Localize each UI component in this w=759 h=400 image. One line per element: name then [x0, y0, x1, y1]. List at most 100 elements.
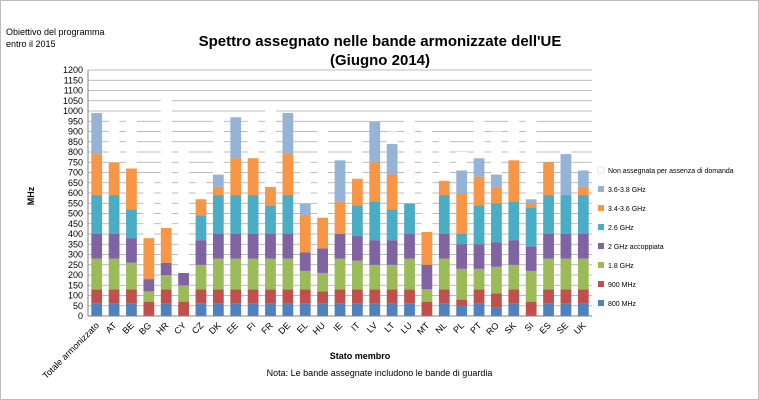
bar-segment: [473, 289, 485, 304]
bar-segment: [178, 272, 189, 286]
bar-segment: [178, 285, 189, 302]
bar-segment: [456, 305, 468, 316]
bar-segment: [282, 234, 294, 259]
legend-label: 3.6-3.8 GHz: [608, 187, 646, 194]
bar-segment: [438, 234, 450, 259]
bar-segment: [351, 289, 363, 304]
bar-segment: [577, 186, 589, 196]
bar-segment: [230, 258, 242, 290]
bar-segment: [212, 186, 224, 196]
bar-segment: [334, 158, 346, 161]
bar-segment: [126, 289, 137, 304]
y-tick-label: 1100: [64, 86, 83, 96]
bar-segment: [247, 258, 259, 290]
bar-segment: [212, 234, 224, 259]
bar-segment: [351, 135, 363, 179]
bar-segment: [525, 270, 537, 302]
bar-segment: [456, 170, 468, 193]
bar-segment: [265, 303, 276, 316]
x-tick-label: IE: [331, 320, 344, 333]
bar-segment: [317, 217, 329, 249]
x-tick-label: PL: [451, 320, 466, 335]
bar-segment: [404, 303, 415, 316]
bar-segment: [351, 303, 363, 316]
bar-segment: [212, 258, 224, 290]
bar-segment: [577, 303, 589, 316]
x-tick-label: ES: [537, 320, 553, 336]
legend-label: 2 GHz accoppiata: [608, 244, 664, 251]
bar-segment: [230, 289, 242, 304]
bar-segment: [560, 234, 572, 259]
x-tick-label: RO: [484, 320, 501, 337]
x-tick-label: BG: [137, 320, 153, 336]
bar-segment: [91, 258, 103, 290]
bar-segment: [91, 154, 103, 196]
bar-segment: [508, 303, 520, 316]
bar-segment: [265, 205, 276, 234]
bar-segment: [369, 201, 381, 241]
bar-segment: [334, 289, 346, 304]
y-tick-label: 1150: [64, 75, 83, 85]
bar-segment: [91, 195, 103, 234]
bar-segment: [160, 289, 172, 304]
bar-segment: [108, 234, 120, 259]
x-tick-label: EE: [225, 320, 241, 336]
y-tick-label: 100: [68, 291, 83, 301]
bar-segment: [473, 117, 485, 159]
bar-segment: [247, 115, 259, 159]
bar-segment: [560, 195, 572, 234]
chart-subtitle: (Giugno 2014): [329, 52, 430, 69]
bar-segment: [351, 236, 363, 261]
bar-segment: [299, 270, 311, 290]
y-tick-label: 200: [68, 270, 83, 280]
bar-segment: [265, 108, 276, 187]
bar-segment: [108, 303, 120, 316]
bar-segment: [438, 137, 450, 181]
bar-segment: [525, 199, 537, 204]
bar-segment: [456, 299, 468, 306]
bar-segment: [369, 117, 381, 122]
bar-segment: [473, 244, 485, 269]
bar-segment: [369, 240, 381, 265]
legend-swatch: [598, 224, 604, 230]
bar-segment: [456, 152, 468, 171]
bar-segment: [351, 178, 363, 206]
bar-segment: [317, 248, 329, 273]
bar-segment: [126, 168, 137, 210]
y-tick-label: 50: [73, 301, 83, 311]
bar-segment: [386, 131, 398, 144]
bar-segment: [247, 234, 259, 259]
bar-segment: [265, 258, 276, 290]
bar-segment: [247, 303, 259, 316]
bar-segment: [369, 264, 381, 290]
y-tick-label: 650: [68, 178, 83, 188]
bar-segment: [491, 242, 502, 267]
y-tick-label: 1200: [63, 65, 83, 75]
bar-segment: [212, 195, 224, 234]
x-tick-label: EL: [295, 320, 310, 335]
bar-segment: [577, 289, 589, 304]
bar-segment: [126, 262, 137, 290]
bar-segment: [543, 303, 554, 316]
bar-segment: [108, 258, 120, 290]
bar-segment: [386, 143, 398, 175]
legend-label: 2.6 GHz: [608, 225, 634, 232]
x-tick-label: PT: [468, 320, 484, 336]
bar-segment: [351, 205, 363, 237]
bar-segment: [230, 117, 242, 159]
x-tick-label: SI: [522, 320, 535, 333]
bar-segment: [282, 113, 294, 155]
x-tick-label: MT: [415, 320, 432, 337]
bar-segment: [560, 258, 572, 290]
bar-segment: [456, 193, 468, 234]
bar-segment: [473, 303, 485, 316]
bar-segment: [91, 113, 103, 155]
x-tick-label: LT: [383, 320, 397, 334]
bar-segment: [421, 231, 433, 265]
y-tick-label: 1050: [63, 96, 83, 106]
bar-segment: [334, 303, 346, 316]
bar-segment: [560, 145, 572, 155]
bar-segment: [108, 195, 120, 234]
legend-swatch: [598, 243, 604, 249]
